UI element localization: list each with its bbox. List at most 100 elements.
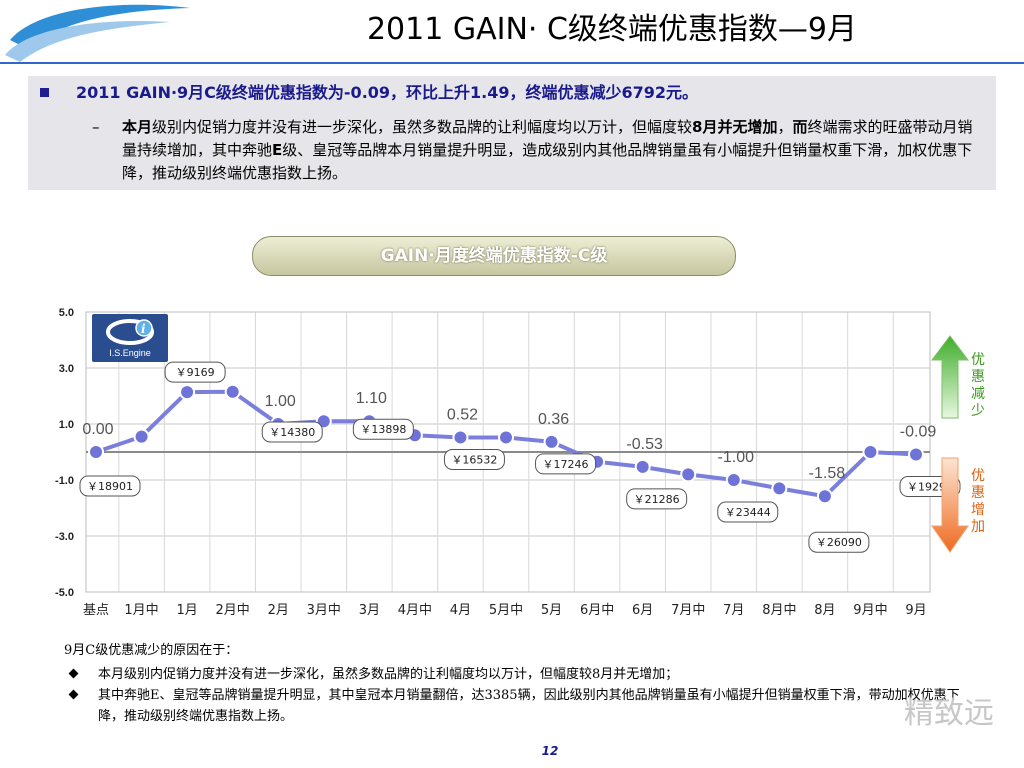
data-label: 0.00	[82, 421, 113, 438]
y-tick-label: 5.0	[59, 307, 74, 319]
price-callout: ￥21286	[634, 493, 680, 506]
x-tick-label: 2月	[268, 603, 289, 618]
data-label: -1.00	[718, 449, 755, 466]
x-tick-label: 5月	[541, 603, 562, 618]
summary-text-2: ，	[777, 118, 793, 136]
reasons-section: 9月C级优惠减少的原因在于： 本月级别内促销力度并没有进一步深化，虽然多数品牌的…	[58, 640, 968, 727]
arrow-up-icon	[931, 335, 969, 419]
y-tick-label: 1.0	[59, 419, 74, 431]
diamond-bullet-icon	[68, 689, 79, 700]
price-callout: ￥18901	[87, 480, 133, 493]
price-callout: ￥17246	[543, 458, 589, 471]
watermark: 精致远	[904, 696, 994, 731]
page-title: 2011 GAIN· C级终端优惠指数—9月	[366, 12, 858, 47]
y-tick-label: -1.0	[55, 475, 74, 487]
x-tick-label: 3月中	[307, 603, 341, 618]
summary-text-3: 终端需求的旺盛带动月销量持续增加，其中奔驰	[122, 118, 973, 159]
x-tick-label: 7月中	[671, 603, 705, 618]
data-point	[88, 444, 104, 460]
arrow-down-label: 优惠增加	[971, 468, 985, 535]
svg-text:i: i	[141, 322, 146, 336]
x-tick-label: 9月	[905, 603, 926, 618]
dash-bullet: –	[92, 118, 100, 136]
arrow-down-icon	[931, 457, 969, 553]
legend-arrows	[931, 335, 969, 553]
chart-title-pill: GAIN·月度终端优惠指数-C级	[252, 236, 736, 276]
brand-swoosh-icon	[5, 4, 190, 62]
price-callout: ￥13898	[360, 423, 406, 436]
price-callout: ￥16532	[451, 453, 497, 466]
line-chart: 5.0 3.0 1.0 -1.0 -3.0 -5.0 基点 1月中 1月 2月中 2月 3月中 3月 4月…	[55, 307, 969, 618]
data-point	[452, 429, 469, 446]
x-tick-label: 5月中	[489, 603, 523, 618]
summary-bold-3: 而	[792, 118, 808, 136]
data-label: -0.09	[900, 424, 937, 441]
price-callout-box	[164, 361, 226, 383]
data-point	[133, 428, 150, 445]
x-tick-label: 3月	[359, 603, 380, 618]
price-callout-box	[261, 421, 323, 443]
data-label: 1.10	[356, 390, 387, 407]
x-tick-label: 7月	[723, 603, 744, 618]
x-tick-label: 1月	[176, 603, 197, 618]
data-point	[725, 472, 742, 488]
square-bullet-icon	[40, 88, 49, 97]
data-point	[908, 446, 924, 463]
is-engine-logo: i I.S.Engine	[92, 314, 168, 362]
price-callout: ￥14380	[269, 426, 315, 439]
price-callout-box	[626, 488, 688, 510]
x-tick-label: 9月中	[853, 603, 887, 618]
price-callout-box	[443, 448, 505, 470]
price-callout-box	[79, 475, 141, 497]
arrow-up-label: 优惠减少	[971, 352, 985, 419]
data-point	[862, 444, 879, 460]
data-label: 1.00	[265, 393, 296, 410]
list-item: 本月级别内促销力度并没有进一步深化，虽然多数品牌的让利幅度均以万计，但幅度较8月…	[58, 664, 968, 685]
data-point	[771, 480, 788, 497]
x-tick-label: 基点	[83, 603, 109, 618]
diamond-bullet-icon	[68, 668, 79, 679]
price-callout-box	[808, 531, 870, 553]
summary-headline: 2011 GAIN·9月C级终端优惠指数为-0.09，环比上升1.49，终端优惠…	[76, 83, 699, 102]
summary-bold-1: 本月	[122, 118, 153, 136]
reasons-list: 本月级别内促销力度并没有进一步深化，虽然多数品牌的让利幅度均以万计，但幅度较8月…	[58, 664, 968, 727]
data-label: -0.53	[626, 436, 663, 453]
data-label: -1.58	[809, 465, 846, 482]
logo-text: I.S.Engine	[109, 348, 151, 358]
x-tick-label: 2月中	[216, 603, 250, 618]
price-callout: ￥23444	[725, 506, 771, 519]
data-point	[680, 466, 697, 483]
summary-bold-2: 8月并无增加	[692, 118, 778, 136]
list-item: 其中奔驰E、皇冠等品牌销量提升明显，其中皇冠本月销量翻倍，达3385辆，因此级别…	[58, 685, 968, 727]
summary-text-1: 级别内促销力度并没有进一步深化，虽然多数品牌的让利幅度均以万计，但幅度较	[152, 118, 693, 136]
x-tick-label: 8月	[814, 603, 835, 618]
y-tick-label: -3.0	[55, 531, 74, 543]
y-tick-label: -5.0	[55, 587, 74, 599]
price-callout: ￥9169	[176, 366, 215, 379]
x-tick-label: 4月中	[398, 603, 432, 618]
x-tick-label: 6月中	[580, 603, 614, 618]
summary-bold-4: E	[272, 141, 283, 159]
data-point	[498, 429, 514, 446]
data-point	[634, 458, 651, 475]
summary-box: 2011 GAIN·9月C级终端优惠指数为-0.09，环比上升1.49，终端优惠…	[28, 76, 996, 190]
x-tick-label: 1月中	[124, 603, 158, 618]
price-callout-box	[535, 453, 597, 475]
data-label: 0.52	[447, 406, 478, 423]
data-point	[224, 383, 241, 400]
data-point	[179, 384, 196, 401]
page-number: 12	[541, 744, 559, 758]
title-divider	[0, 62, 1024, 64]
y-tick-label: 3.0	[59, 363, 74, 375]
x-tick-label: 4月	[450, 603, 471, 618]
price-callout: ￥26090	[816, 536, 862, 549]
data-point	[543, 433, 560, 450]
reasons-title: 9月C级优惠减少的原因在于：	[64, 643, 239, 658]
summary-text-4: 级、皇冠等品牌本月销量提升明显，造成级别内其他品牌销量虽有小幅提升但销量权重下滑…	[122, 141, 973, 182]
x-tick-label: 6月	[632, 603, 653, 618]
data-label: 0.36	[538, 411, 569, 428]
price-callout-box	[352, 418, 414, 440]
data-point	[816, 488, 833, 505]
summary-body: 本月级别内促销力度并没有进一步深化，虽然多数品牌的让利幅度均以万计，但幅度较8月…	[122, 116, 977, 185]
x-tick-label: 8月中	[762, 603, 796, 618]
